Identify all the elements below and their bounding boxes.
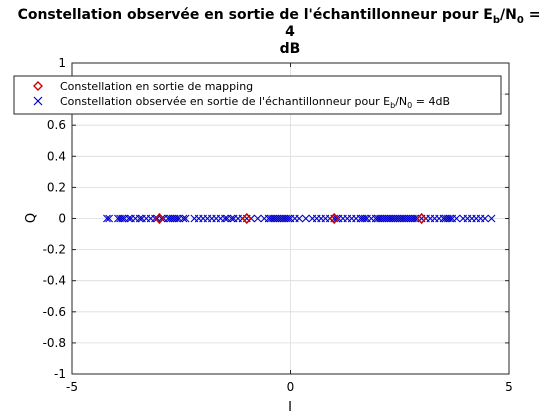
y-tick-label-7: 0.4 — [47, 149, 66, 163]
y-tick-label-0: -1 — [54, 367, 66, 381]
legend-label-mapping: Constellation en sortie de mapping — [60, 80, 253, 93]
y-axis-label: Q — [24, 213, 39, 223]
chart-title-line2: 4 — [285, 24, 295, 40]
x-tick-label-1: 0 — [287, 380, 295, 394]
y-tick-label-6: 0.2 — [47, 180, 66, 194]
x-tick-label-0: -5 — [66, 380, 78, 394]
y-tick-label-8: 0.6 — [47, 118, 66, 132]
y-tick-label-3: -0.4 — [43, 274, 66, 288]
y-tick-label-1: -0.8 — [43, 336, 66, 350]
x-axis-label: I — [288, 400, 292, 415]
legend: Constellation en sortie de mapping Const… — [14, 76, 501, 114]
y-tick-label-10: 1 — [58, 56, 66, 70]
y-tick-label-2: -0.6 — [43, 305, 66, 319]
y-tick-label-5: 0 — [58, 212, 66, 226]
y-tick-label-4: -0.2 — [43, 243, 66, 257]
chart-title-line3: dB — [280, 41, 301, 57]
chart-title-line1: Constellation observée en sortie de l'éc… — [18, 7, 541, 26]
x-tick-label-2: 5 — [505, 380, 513, 394]
